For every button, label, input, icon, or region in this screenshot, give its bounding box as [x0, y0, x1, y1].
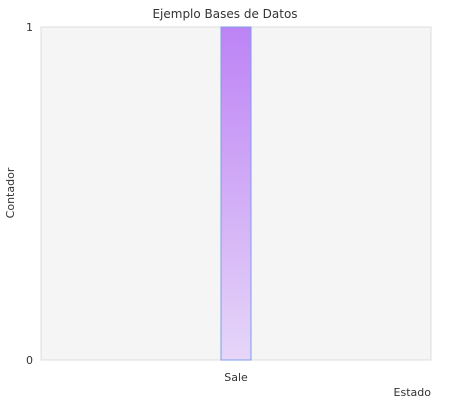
y-tick-label: 1	[26, 21, 33, 34]
bars	[220, 26, 252, 361]
x-axis-ticks: Sale	[224, 371, 248, 384]
x-axis-label: Estado	[394, 386, 432, 399]
y-axis-label: Contador	[4, 167, 17, 218]
y-axis-ticks: 01	[26, 21, 33, 367]
y-tick-label: 0	[26, 354, 33, 367]
bar-sale	[220, 26, 252, 361]
x-tick-label: Sale	[224, 371, 248, 384]
chart-title: Ejemplo Bases de Datos	[152, 7, 297, 21]
